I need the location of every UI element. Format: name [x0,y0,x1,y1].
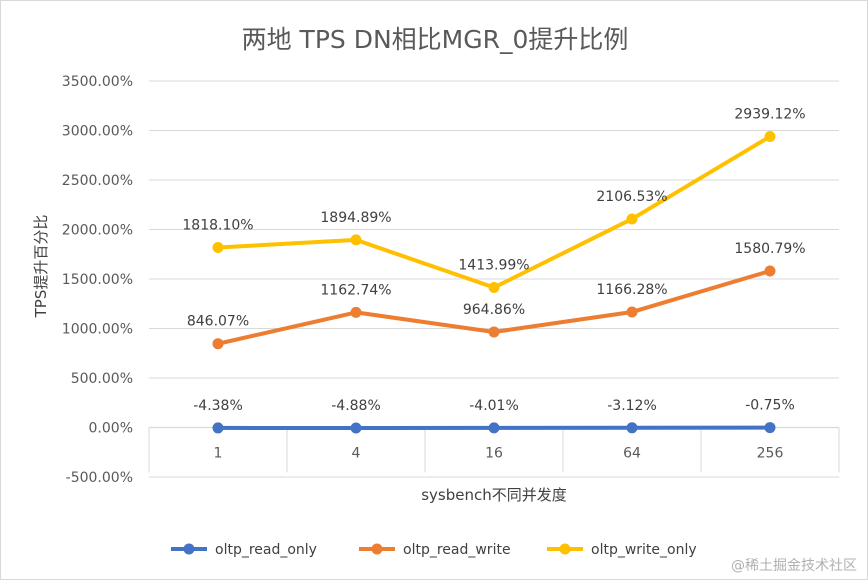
x-tick-label: 256 [757,446,784,462]
chart-title: 两地 TPS DN相比MGR_0提升比例 [242,25,629,54]
y-tick-label: 3000.00% [62,124,133,140]
data-point [213,338,224,349]
data-point [351,422,362,433]
series-oltp_read_only [213,422,776,433]
data-label: 964.86% [463,302,525,318]
data-point [489,326,500,337]
legend-item-oltp_read_only: oltp_read_only [171,542,317,558]
y-tick-label: 1000.00% [62,322,133,338]
x-tick-label: 4 [352,446,361,462]
legend-label: oltp_write_only [591,542,697,558]
data-label: 1413.99% [458,258,529,274]
y-axis-ticks: -500.00% 0.00% 500.00% 1000.00% 1500.00% 2000… [62,74,133,486]
y-tick-label: -500.00% [66,470,133,486]
data-point [489,282,500,293]
data-label: -0.75% [745,398,795,414]
data-labels: -4.38% -4.88% -4.01% -3.12% -0.75% 846.07% 116… [182,107,805,414]
x-tick-label: 64 [623,446,641,462]
legend-marker [184,544,195,555]
y-axis-title: TPS提升百分比 [32,215,50,319]
data-point [765,131,776,142]
legend-marker [560,544,571,555]
y-tick-label: 1500.00% [62,272,133,288]
data-label: 1166.28% [596,282,667,298]
data-point [489,422,500,433]
data-point [213,242,224,253]
data-label: 1818.10% [182,218,253,234]
x-tick-label: 16 [485,446,503,462]
legend: oltp_read_only oltp_read_write oltp_write_… [171,542,697,558]
x-axis: 1 4 16 64 256 [149,428,839,473]
data-point [765,422,776,433]
data-point [627,213,638,224]
legend-label: oltp_read_write [403,542,511,558]
data-label: 846.07% [187,314,249,330]
data-label: -4.88% [331,398,381,414]
data-point [627,307,638,318]
watermark: @稀土掘金技术社区 [731,555,857,575]
data-point [351,234,362,245]
grid-lines [149,81,839,477]
y-tick-label: 3500.00% [62,74,133,90]
data-label: 1162.74% [320,282,391,298]
y-tick-label: 2000.00% [62,223,133,239]
legend-item-oltp_read_write: oltp_read_write [359,542,511,558]
x-axis-title: sysbench不同并发度 [421,486,567,504]
data-label: 2106.53% [596,189,667,205]
data-label: 1894.89% [320,210,391,226]
data-label: 1580.79% [734,241,805,257]
data-point [213,422,224,433]
legend-label: oltp_read_only [215,542,317,558]
data-point [627,422,638,433]
data-point [351,307,362,318]
series-group [213,131,776,433]
data-label: -3.12% [607,398,657,414]
y-tick-label: 2500.00% [62,173,133,189]
y-tick-label: 0.00% [89,421,133,437]
x-tick-label: 1 [214,446,223,462]
legend-marker [372,544,383,555]
data-label: -4.01% [469,398,519,414]
legend-item-oltp_write_only: oltp_write_only [547,542,697,558]
data-label: 2939.12% [734,107,805,123]
data-label: -4.38% [193,398,243,414]
y-tick-label: 500.00% [71,371,133,387]
data-point [765,266,776,277]
